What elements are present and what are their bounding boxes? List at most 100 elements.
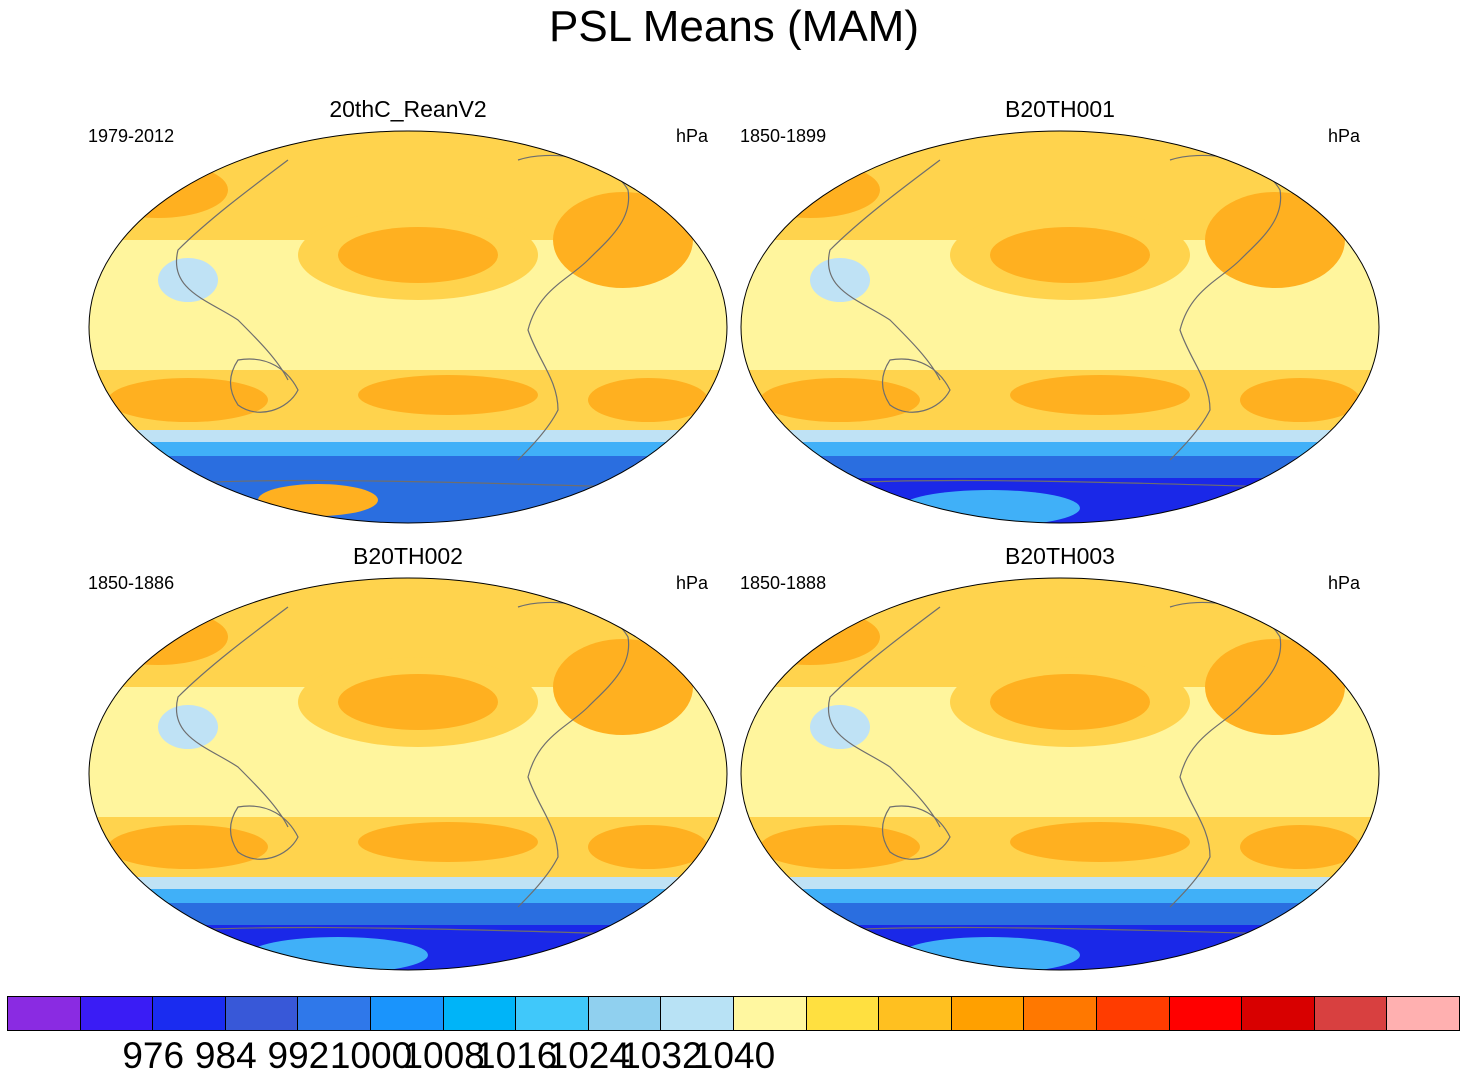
south-pacific-high bbox=[1010, 375, 1190, 415]
south-atlantic-high bbox=[1240, 378, 1360, 422]
indian-ocean-high bbox=[108, 825, 268, 869]
colorbar-box bbox=[878, 996, 952, 1031]
colorbar-box bbox=[1095, 996, 1170, 1031]
colorbar-box bbox=[1241, 996, 1315, 1031]
asia-coastline bbox=[175, 159, 289, 381]
south-atlantic-high bbox=[588, 825, 708, 869]
colorbar-label: 1024 bbox=[547, 1035, 630, 1076]
low-band-3 bbox=[89, 903, 727, 925]
map-border bbox=[88, 577, 728, 971]
low-band-1 bbox=[89, 877, 727, 889]
panel-title: B20TH003 bbox=[1005, 543, 1115, 569]
asia-coastline bbox=[175, 606, 289, 828]
indian-ocean-high bbox=[760, 378, 920, 422]
low-band-1 bbox=[741, 430, 1379, 442]
siberian-high bbox=[89, 162, 228, 218]
colorbar-box bbox=[224, 996, 299, 1031]
low-band-2 bbox=[741, 442, 1379, 456]
colorbar-label: 992 bbox=[267, 1035, 330, 1076]
panel-title: 20thC_ReanV2 bbox=[329, 96, 487, 122]
colorbar-box bbox=[7, 996, 81, 1031]
map-panel-b20th002: B20TH002 1850-1886 hPa bbox=[88, 543, 748, 983]
panel-units: hPa bbox=[1327, 126, 1360, 146]
map-border bbox=[740, 577, 1380, 971]
low-band-4 bbox=[89, 478, 727, 523]
map-field bbox=[741, 578, 1379, 970]
asia-coastline bbox=[827, 159, 941, 381]
map-panel-b20th003: B20TH003 1850-1888 hPa bbox=[740, 543, 1400, 983]
figure-title: PSL Means (MAM) bbox=[548, 2, 919, 51]
australia-coastline bbox=[229, 805, 299, 860]
map-field bbox=[89, 578, 727, 970]
psl-map bbox=[740, 577, 1380, 971]
colorbar-box bbox=[1386, 996, 1460, 1031]
colorbar-box bbox=[732, 996, 807, 1031]
low-band-3 bbox=[89, 456, 727, 478]
south-asia-low bbox=[810, 258, 870, 302]
colorbar-label: 1000 bbox=[329, 1035, 413, 1076]
low-band-1 bbox=[89, 430, 727, 442]
siberian-high bbox=[741, 162, 880, 218]
low-band-2 bbox=[89, 889, 727, 903]
low-band-3 bbox=[741, 456, 1379, 478]
panel-title: B20TH001 bbox=[1005, 96, 1115, 122]
map-field bbox=[89, 131, 727, 523]
colorbar-box bbox=[1023, 996, 1097, 1031]
south-pacific-high bbox=[358, 375, 538, 415]
colorbar-label: 1016 bbox=[475, 1035, 558, 1076]
north-atlantic-high bbox=[553, 639, 693, 735]
low-band-2 bbox=[89, 442, 727, 456]
map-border bbox=[740, 130, 1380, 524]
australia-coastline bbox=[229, 358, 299, 413]
colorbar-label: 1040 bbox=[692, 1035, 776, 1076]
panel-units: hPa bbox=[675, 573, 708, 593]
north-atlantic-high bbox=[1205, 639, 1345, 735]
panel-years: 1979-2012 bbox=[88, 126, 175, 146]
colorbar-label: 1008 bbox=[402, 1035, 485, 1076]
psl-map bbox=[88, 130, 728, 524]
panel-years: 1850-1886 bbox=[88, 573, 175, 593]
colorbar-box bbox=[369, 996, 444, 1031]
south-atlantic-high bbox=[1240, 825, 1360, 869]
psl-map bbox=[740, 130, 1380, 524]
north-pacific-high bbox=[338, 674, 498, 730]
colorbar-box bbox=[515, 996, 589, 1031]
colorbar-box bbox=[79, 996, 154, 1031]
low-band-2 bbox=[741, 889, 1379, 903]
south-pacific-high bbox=[1010, 822, 1190, 862]
south-pacific-high bbox=[358, 822, 538, 862]
colorbar-label: 1032 bbox=[620, 1035, 703, 1076]
colorbar-label: 976 bbox=[122, 1035, 185, 1076]
south-asia-low bbox=[158, 705, 218, 749]
psl-map bbox=[88, 577, 728, 971]
antarctic-high bbox=[258, 484, 378, 516]
north-pacific-high bbox=[990, 227, 1150, 283]
south-atlantic-high bbox=[588, 378, 708, 422]
siberian-high bbox=[741, 609, 880, 665]
colorbar-box bbox=[152, 996, 226, 1031]
map-border bbox=[88, 130, 728, 524]
colorbar-box bbox=[1313, 996, 1388, 1031]
colorbar-box bbox=[1168, 996, 1243, 1031]
siberian-high bbox=[89, 609, 228, 665]
colorbar-box bbox=[587, 996, 662, 1031]
indian-ocean-high bbox=[108, 378, 268, 422]
colorbar-box bbox=[950, 996, 1025, 1031]
south-asia-low bbox=[810, 705, 870, 749]
australia-coastline bbox=[881, 358, 951, 413]
colorbar-box bbox=[297, 996, 371, 1031]
colorbar-box bbox=[660, 996, 734, 1031]
low-band-3 bbox=[741, 903, 1379, 925]
panel-title: B20TH002 bbox=[353, 543, 463, 569]
panel-years: 1850-1888 bbox=[740, 573, 827, 593]
colorbar-box bbox=[805, 996, 880, 1031]
colorbar bbox=[7, 996, 1460, 1031]
colorbar-labels: 976 984 992 1000 1008 1016 1024 1032 1040 bbox=[8, 1035, 1460, 1079]
map-panel-reanalysis: 20thC_ReanV2 1979-2012 hPa bbox=[88, 96, 748, 536]
colorbar-label: 984 bbox=[194, 1035, 257, 1076]
north-pacific-high bbox=[338, 227, 498, 283]
map-field bbox=[741, 131, 1379, 523]
indian-ocean-high bbox=[760, 825, 920, 869]
north-atlantic-high bbox=[1205, 192, 1345, 288]
north-atlantic-high bbox=[553, 192, 693, 288]
